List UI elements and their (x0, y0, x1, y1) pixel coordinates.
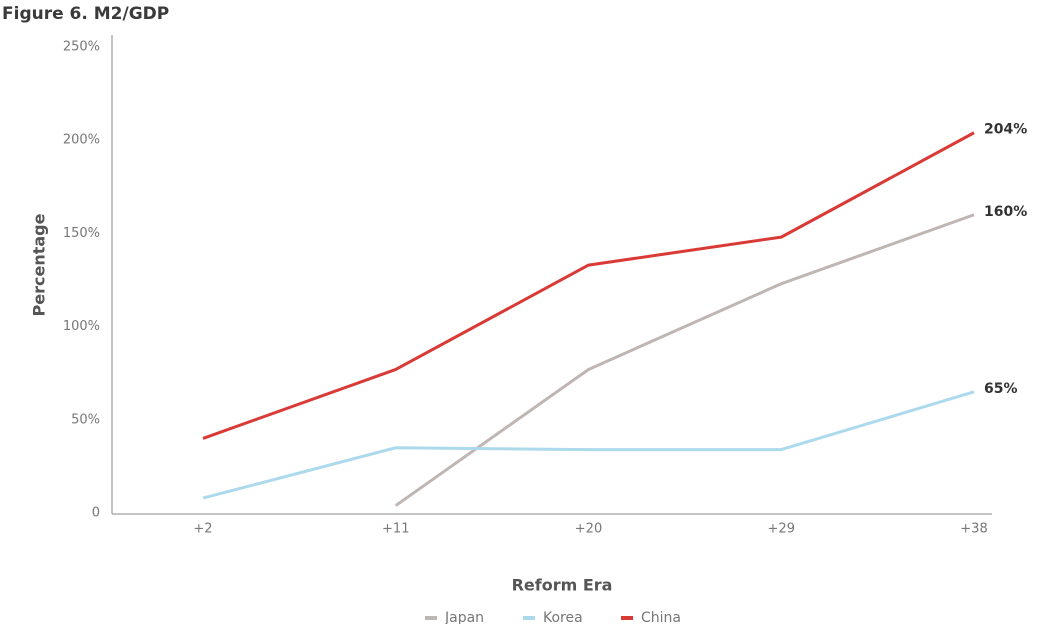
y-tick-label: 200% (63, 133, 100, 148)
y-tick-label: 250% (63, 40, 100, 55)
series-line (394, 213, 975, 507)
x-tick-label: +11 (382, 522, 409, 537)
value-label: 160% (984, 204, 1027, 220)
series-line (202, 131, 975, 440)
y-tick-label: 150% (63, 226, 100, 241)
legend-label: Korea (543, 610, 583, 624)
value-label: 65% (984, 381, 1018, 397)
legend-swatch (523, 616, 535, 620)
value-label: 204% (984, 122, 1027, 138)
legend-swatch (621, 616, 633, 620)
legend-label: China (641, 610, 681, 624)
x-tick-label: +20 (575, 522, 602, 537)
x-tick-label: +38 (960, 522, 987, 537)
y-tick-label: 100% (63, 319, 100, 334)
x-tick-label: +29 (768, 522, 795, 537)
legend-swatch (425, 616, 437, 620)
series-line (202, 390, 975, 500)
chart-title: Figure 6. M2/GDP (2, 4, 169, 24)
x-tick-label: +2 (193, 522, 212, 537)
x-axis-label: Reform Era (512, 576, 613, 595)
legend-label: Japan (444, 610, 484, 624)
y-tick-label: 50% (71, 412, 100, 427)
y-tick-label: 0 (92, 506, 100, 521)
y-axis-label: Percentage (30, 213, 49, 316)
